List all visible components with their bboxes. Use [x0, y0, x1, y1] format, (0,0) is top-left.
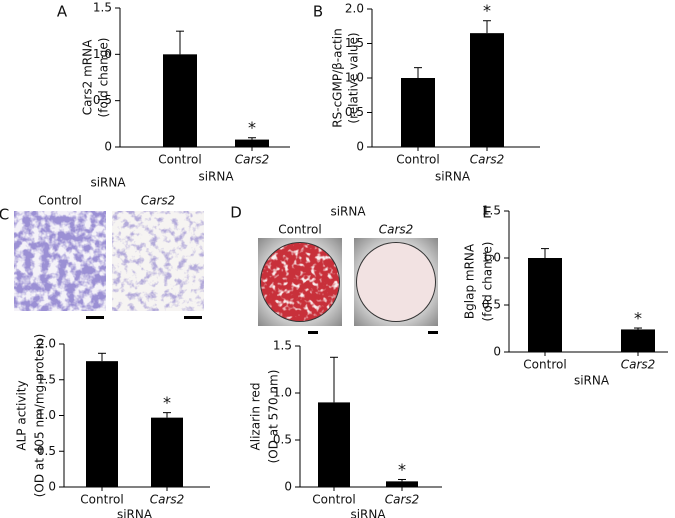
- y-tick-label: 0.5: [482, 298, 501, 312]
- bar: [470, 33, 504, 147]
- significance: *: [163, 393, 171, 412]
- panel-label: B: [313, 3, 323, 21]
- panel-label: E: [482, 204, 491, 222]
- panel-label: A: [57, 3, 68, 21]
- y-tick-label: 1.0: [273, 386, 292, 400]
- x-axis-label: siRNA: [117, 508, 153, 518]
- y-tick-label: 0.5: [345, 105, 364, 119]
- cars2-stain: [112, 211, 204, 311]
- x-tick-label: Control: [312, 493, 355, 507]
- y-axis-label: ALP activity: [15, 380, 29, 450]
- significance: *: [398, 460, 406, 479]
- significance: *: [483, 1, 491, 20]
- bar: [235, 139, 269, 147]
- bar: [621, 329, 655, 352]
- y-axis-label: (relative value): [347, 32, 361, 123]
- panel-label: C: [0, 206, 9, 224]
- bar: [401, 78, 435, 147]
- x-tick-label: Control: [158, 153, 201, 167]
- y-tick-label: 0.5: [93, 93, 112, 107]
- y-axis-label: (fold change): [97, 38, 111, 118]
- control-stain: [14, 211, 106, 311]
- significance: *: [634, 309, 642, 328]
- x-tick-label: Cars2: [150, 493, 185, 507]
- y-tick-label: 0: [104, 140, 112, 154]
- bar: [318, 402, 350, 487]
- y-tick-label: 0: [493, 345, 501, 359]
- bar: [163, 54, 197, 148]
- y-axis-label: (fold change): [481, 242, 495, 322]
- y-tick-label: 1.5: [37, 372, 56, 386]
- y-tick-label: 0.5: [37, 444, 56, 458]
- panel-label: D: [230, 204, 242, 222]
- y-axis-label: Alizarin red: [249, 383, 263, 451]
- y-tick-label: 1.5: [482, 204, 501, 218]
- bar: [386, 481, 418, 487]
- scale-bar: [308, 331, 318, 334]
- y-tick-label: 2.0: [345, 2, 364, 16]
- y-tick-label: 1.5: [93, 1, 112, 15]
- scale-bar: [428, 331, 438, 334]
- y-tick-label: 1.0: [345, 71, 364, 85]
- x-axis-label: siRNA: [435, 170, 471, 184]
- y-tick-label: 1.5: [345, 36, 364, 50]
- scale-bar: [86, 316, 104, 319]
- bar: [528, 258, 562, 352]
- x-tick-label: Cars2: [621, 358, 656, 372]
- bar: [86, 361, 118, 487]
- y-axis-label: Cars2 mRNA: [81, 39, 95, 115]
- y-axis-label: (OD at 570 nm): [267, 370, 281, 464]
- y-tick-label: 1.0: [482, 251, 501, 265]
- x-tick-label: Cars2: [385, 493, 420, 507]
- x-axis-label: siRNA: [198, 170, 234, 184]
- y-axis-label: (OD at 405 nm/mg protein): [33, 334, 47, 498]
- y-tick-label: 2.0: [37, 337, 56, 351]
- alizarin-images: [258, 238, 438, 334]
- x-tick-label: Control: [523, 358, 566, 372]
- image-label: Control: [38, 194, 81, 208]
- x-tick-label: Control: [80, 493, 123, 507]
- image-header: siRNA: [90, 176, 126, 190]
- control-well-texture: [261, 243, 339, 321]
- y-tick-label: 1.0: [93, 47, 112, 61]
- image-label: Cars2: [379, 223, 414, 237]
- scale-bar: [184, 316, 202, 319]
- y-tick-label: 0: [48, 480, 56, 494]
- significance: *: [248, 118, 256, 137]
- image-label: Control: [278, 223, 321, 237]
- cars2-well: [357, 243, 435, 321]
- x-axis-label: siRNA: [350, 508, 386, 518]
- y-tick-label: 0: [284, 480, 292, 494]
- x-tick-label: Cars2: [470, 153, 505, 167]
- y-axis-label: Bglap mRNA: [463, 243, 477, 319]
- x-tick-label: Cars2: [235, 153, 270, 167]
- bar: [151, 417, 183, 487]
- x-axis-label: siRNA: [574, 374, 610, 388]
- image-header: siRNA: [330, 205, 366, 219]
- y-tick-label: 0: [356, 140, 364, 154]
- y-tick-label: 1.5: [273, 339, 292, 353]
- y-tick-label: 1.0: [37, 408, 56, 422]
- y-axis-label: RS-cGMP/β-actin: [331, 28, 345, 127]
- image-label: Cars2: [141, 194, 176, 208]
- y-tick-label: 0.5: [273, 433, 292, 447]
- x-tick-label: Control: [396, 153, 439, 167]
- alp-images: [14, 211, 204, 319]
